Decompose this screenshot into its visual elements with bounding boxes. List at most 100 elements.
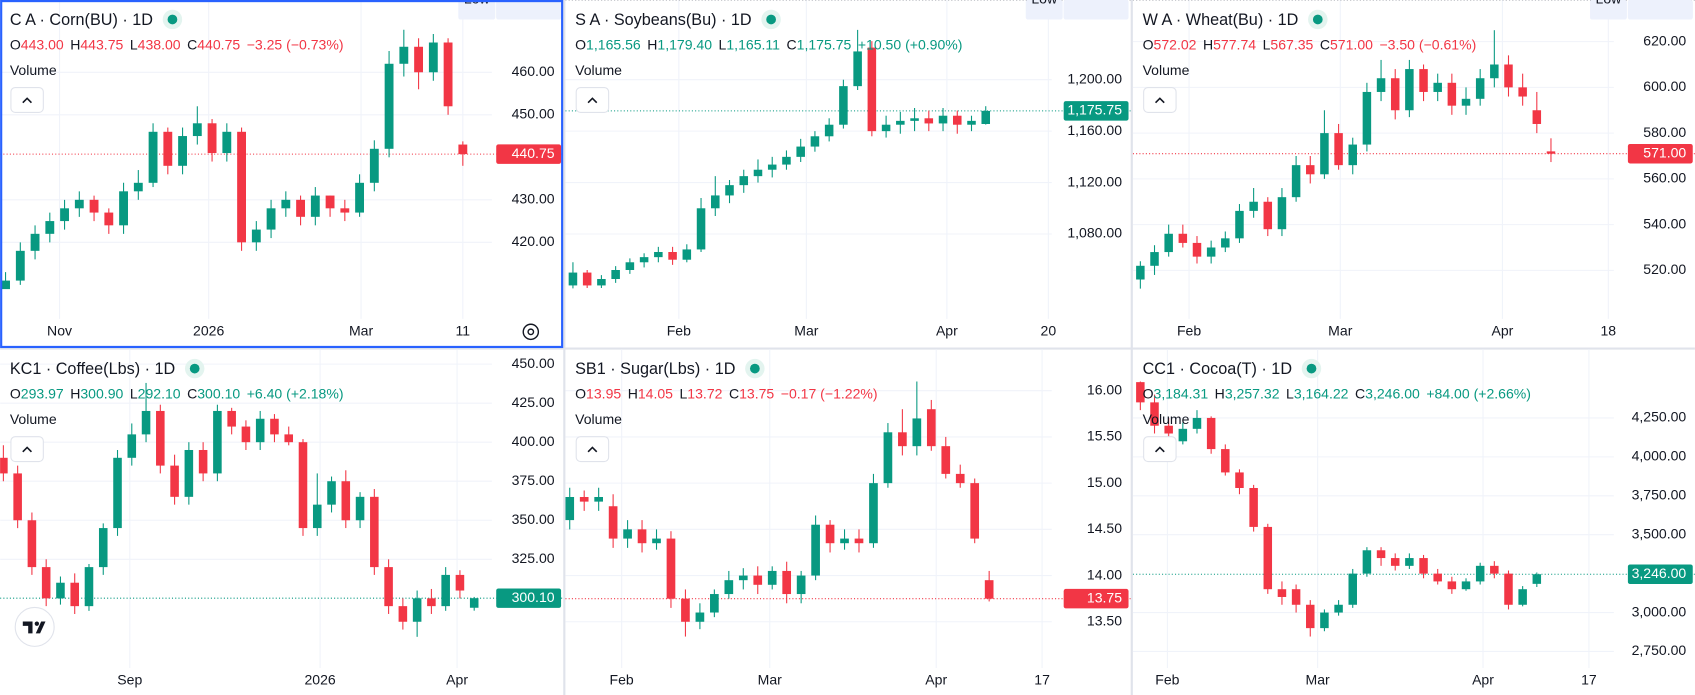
y-tick-label: 580.00: [1643, 124, 1686, 140]
candle-body: [1518, 87, 1527, 97]
collapse-button-bg: [10, 87, 44, 113]
candle-body: [340, 208, 350, 213]
candle-body: [782, 156, 791, 165]
candle-body: [594, 496, 603, 502]
ohlc-change: −0.17 (−1.22%): [781, 385, 878, 401]
candle-body: [113, 457, 122, 529]
candle-body: [13, 473, 22, 521]
candle-body: [30, 233, 40, 251]
y-tick-label: 540.00: [1643, 215, 1686, 231]
candle-body: [156, 410, 165, 466]
candle-body: [839, 86, 848, 125]
candle-body: [370, 496, 379, 568]
candle-body: [41, 567, 51, 599]
candle-body: [668, 251, 677, 260]
low-tag: Low: [1596, 0, 1623, 7]
y-tick-label: 450.00: [512, 106, 555, 122]
collapse-button-bg: [1143, 87, 1177, 113]
low-tag-bg: [458, 0, 496, 20]
last-price-label: 13.75: [1087, 589, 1122, 605]
candle-body: [89, 199, 99, 213]
candle-body: [1405, 69, 1414, 111]
ohlc-change: −3.25 (−0.73%): [247, 36, 344, 52]
ohlc-letter: L: [679, 385, 687, 401]
candle-body: [881, 124, 891, 132]
x-tick-label: Feb: [610, 672, 634, 688]
low-value-bg: [1627, 0, 1693, 20]
candle-body: [1518, 589, 1527, 605]
collapse-chevron: [587, 446, 598, 453]
candle-body: [270, 418, 279, 435]
ohlc-value: 3,246.00: [1365, 385, 1420, 401]
x-tick-label: Mar: [1328, 323, 1353, 339]
candle-body: [266, 208, 276, 230]
candle-body: [207, 123, 217, 154]
candle-body: [1, 280, 10, 290]
collapse-button[interactable]: [575, 87, 610, 113]
ohlc-row: O293.97 H300.90 L292.10 C300.10 +6.40 (+2.18…: [10, 385, 344, 401]
candle-body: [941, 446, 951, 474]
ohlc-value: 3,164.22: [1294, 385, 1349, 401]
candle-body: [1178, 428, 1188, 442]
y-tick-label: 4,000.00: [1632, 448, 1687, 464]
candle-body: [710, 594, 719, 613]
ohlc-letter: H: [647, 36, 657, 52]
candle-body: [1150, 252, 1159, 266]
volume-label: Volume: [575, 411, 622, 427]
last-price-bg: [1627, 564, 1693, 584]
y-tick-label: 375.00: [512, 472, 555, 488]
candle-body: [251, 229, 261, 243]
candle-body: [1447, 82, 1457, 106]
candle-body: [565, 496, 575, 521]
candle-body: [296, 199, 305, 217]
candle-body: [639, 257, 649, 263]
candle-body: [1136, 265, 1145, 280]
y-tick-label: 1,080.00: [1067, 225, 1122, 241]
ohlc-value: 14.05: [638, 385, 673, 401]
collapse-chevron: [22, 97, 33, 104]
collapse-button[interactable]: [10, 436, 44, 463]
candle-body: [579, 496, 589, 502]
ohlc-letter: L: [1263, 36, 1271, 52]
panel: Sep 2026 Apr 325.00 350.00 375.00 400.00 425.00…: [0, 349, 564, 688]
candle-body: [1263, 526, 1273, 590]
candle-body: [427, 598, 436, 607]
status-dot: [1312, 14, 1323, 25]
ohlc-value: 567.35: [1270, 36, 1313, 52]
tradingview-logo[interactable]: [14, 606, 55, 647]
logo-glyph: [22, 621, 46, 634]
candle-body: [1206, 247, 1216, 257]
chart-title: C A · Corn(BU) · 1D: [10, 11, 153, 29]
collapse-button[interactable]: [575, 436, 610, 463]
candle-body: [739, 176, 749, 186]
candle-body: [896, 120, 905, 125]
ohlc-value: 577.74: [1213, 36, 1256, 52]
candle-body: [355, 182, 365, 213]
status-dot: [167, 14, 178, 25]
collapse-button[interactable]: [1143, 436, 1177, 463]
collapse-chevron: [587, 97, 598, 104]
candle-body: [469, 598, 479, 608]
candle-body: [1164, 425, 1173, 434]
candle-body: [414, 46, 424, 73]
candle-body: [695, 612, 705, 622]
candle-body: [981, 110, 991, 124]
candle-body: [281, 199, 291, 209]
candle-body: [955, 473, 965, 484]
ohlc-letter: O: [575, 36, 586, 52]
candle-body: [98, 528, 108, 568]
y-tick-label: 14.00: [1087, 566, 1122, 582]
ohlc-value: 443.00: [21, 36, 64, 52]
collapse-button[interactable]: [1143, 87, 1177, 113]
ohlc-letter: O: [1143, 385, 1154, 401]
candle-body: [1291, 165, 1301, 198]
ohlc-value: 1,175.75: [797, 36, 852, 52]
ohlc-value: 13.95: [586, 385, 621, 401]
y-tick-label: 520.00: [1643, 261, 1686, 277]
candle-body: [1532, 110, 1542, 124]
candle-body: [582, 272, 592, 286]
collapse-button-bg: [10, 436, 44, 463]
settings-icon[interactable]: [522, 323, 540, 341]
collapse-button[interactable]: [10, 87, 44, 113]
candle-body: [811, 524, 820, 576]
